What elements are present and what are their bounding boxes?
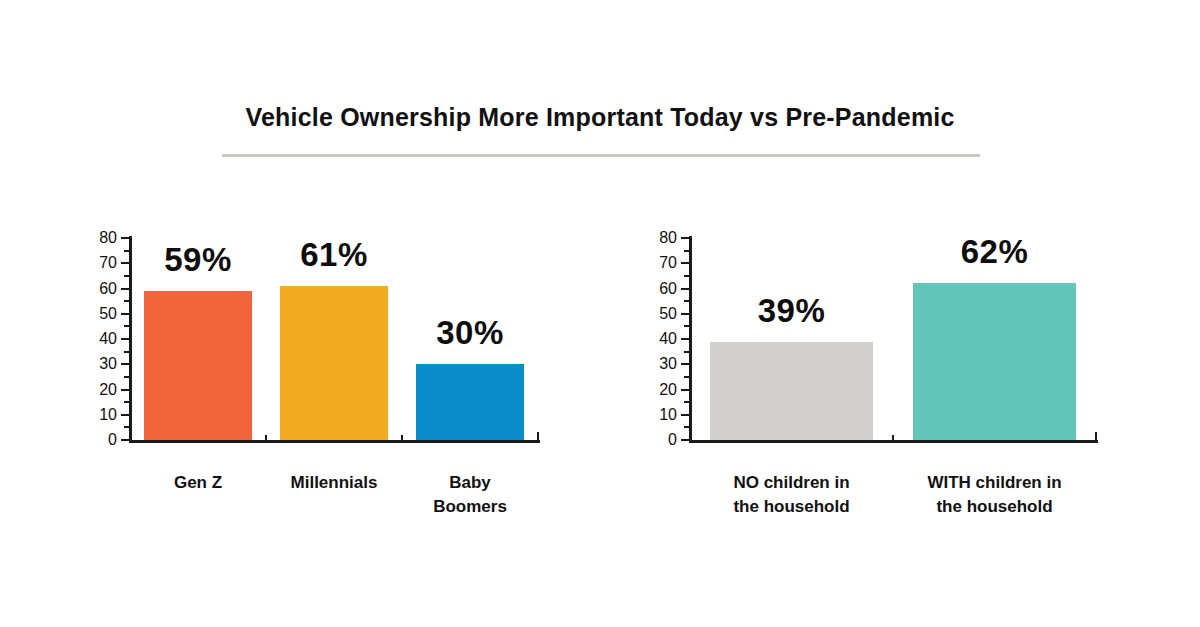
y-minor-tick	[684, 401, 689, 403]
y-major-tick	[681, 262, 689, 264]
bar-value-label: 62%	[920, 234, 1070, 270]
y-tick-label: 20	[641, 380, 677, 400]
y-tick-label: 40	[641, 329, 677, 349]
category-label-line: the household	[893, 495, 1096, 519]
y-tick-label: 60	[641, 279, 677, 299]
y-minor-tick	[684, 325, 689, 327]
y-tick-label: 80	[641, 228, 677, 248]
x-axis-line	[689, 440, 1098, 443]
y-major-tick	[681, 363, 689, 365]
y-minor-tick	[684, 376, 689, 378]
y-tick-label: 30	[641, 354, 677, 374]
y-axis-line	[689, 236, 692, 443]
y-minor-tick	[684, 351, 689, 353]
y-minor-tick	[684, 250, 689, 252]
category-label: NO children inthe household	[690, 471, 893, 519]
x-boundary-tick	[1095, 432, 1097, 440]
y-minor-tick	[684, 300, 689, 302]
bar-chart-children: 0 10 20 30 40 50 60 70 80 39% NO children inthe ho…	[0, 0, 1200, 627]
y-major-tick	[681, 414, 689, 416]
category-label-line: WITH children in	[893, 471, 1096, 495]
y-major-tick	[681, 389, 689, 391]
category-label: WITH children inthe household	[893, 471, 1096, 519]
category-label-line: NO children in	[690, 471, 893, 495]
bar	[710, 342, 872, 440]
y-minor-tick	[684, 275, 689, 277]
category-label-line: the household	[690, 495, 893, 519]
chart-figure: Vehicle Ownership More Important Today v…	[0, 0, 1200, 627]
y-major-tick	[681, 313, 689, 315]
bar	[913, 283, 1075, 440]
y-minor-tick	[684, 426, 689, 428]
y-tick-label: 10	[641, 405, 677, 425]
y-major-tick	[681, 338, 689, 340]
y-major-tick	[681, 237, 689, 239]
x-boundary-tick	[892, 435, 894, 440]
y-major-tick	[681, 288, 689, 290]
y-tick-label: 50	[641, 304, 677, 324]
y-tick-label: 0	[641, 430, 677, 450]
y-major-tick	[681, 439, 689, 441]
bar-value-label: 39%	[717, 293, 867, 329]
y-tick-label: 70	[641, 253, 677, 273]
